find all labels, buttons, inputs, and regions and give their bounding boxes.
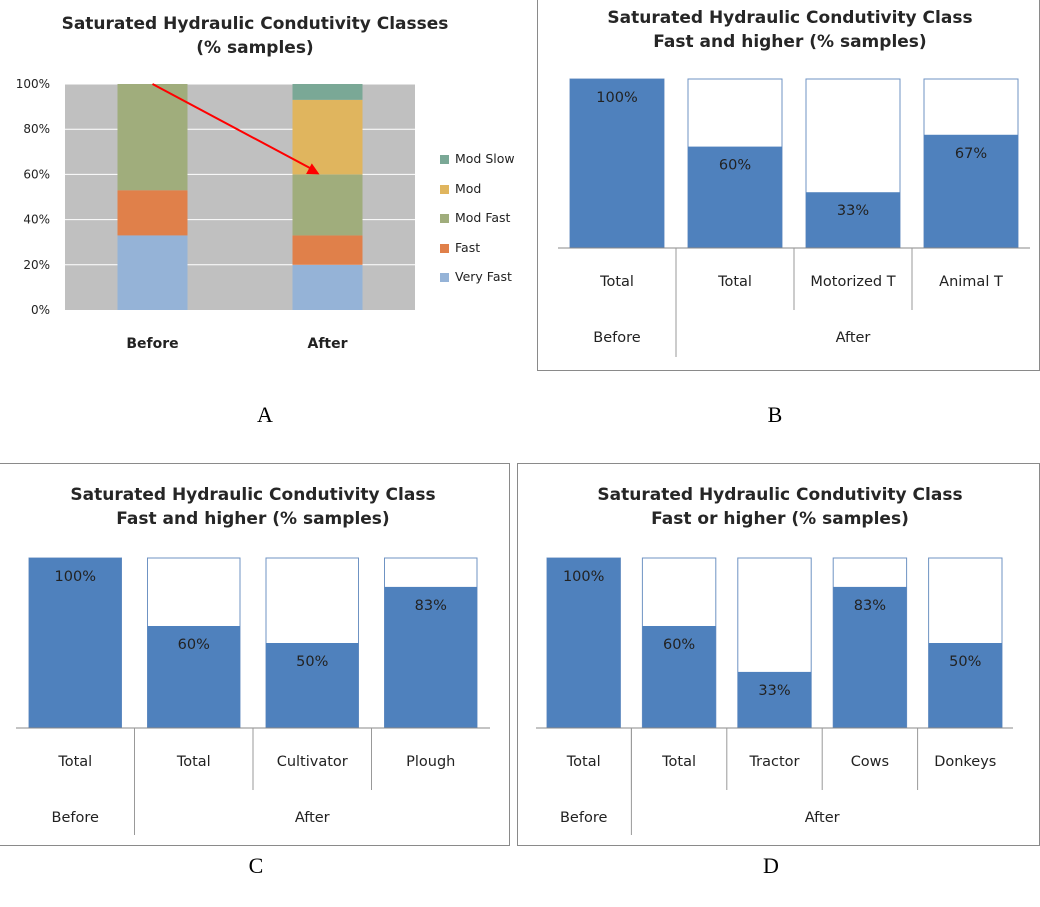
- category-label: Cultivator: [277, 754, 348, 770]
- y-tick-label: 60%: [23, 167, 50, 181]
- category-label: Motorized T: [810, 274, 895, 290]
- bar: [266, 643, 359, 728]
- legend-swatch: [440, 184, 449, 194]
- legend-label: Mod Fast: [455, 210, 511, 225]
- data-label: 67%: [955, 146, 987, 162]
- panel-a-label: A: [257, 402, 273, 427]
- bar: [570, 79, 664, 248]
- legend-swatch: [440, 214, 449, 223]
- bar: [924, 134, 1018, 248]
- group-label: After: [836, 330, 871, 346]
- data-label: 60%: [663, 637, 695, 653]
- panel-b-label: B: [767, 402, 783, 427]
- data-label: 33%: [758, 683, 790, 699]
- category-label: Plough: [406, 754, 455, 770]
- legend-item: Mod: [440, 181, 481, 196]
- group-label: After: [295, 810, 330, 826]
- bar-segment: [117, 235, 188, 310]
- bar-segment: [292, 84, 363, 100]
- y-tick-label: 0%: [31, 303, 50, 317]
- data-label: 83%: [415, 598, 447, 614]
- panel-c-title-line2: Fast and higher (% samples): [116, 509, 390, 529]
- data-label: 50%: [949, 654, 981, 670]
- x-tick-label: After: [307, 336, 347, 352]
- category-label: Donkeys: [934, 754, 996, 770]
- panel-d-title-line2: Fast or higher (% samples): [651, 509, 909, 529]
- arrow-head: [306, 163, 320, 175]
- data-label: 100%: [55, 569, 96, 585]
- data-label: 100%: [563, 569, 604, 585]
- category-label: Animal T: [939, 274, 1003, 290]
- y-tick-label: 40%: [23, 213, 50, 227]
- panel-a-title-line1: Saturated Hydraulic Condutivity Classes: [61, 14, 449, 34]
- panel-d-title-line1: Saturated Hydraulic Condutivity Class: [597, 485, 963, 505]
- bar-segment: [292, 264, 363, 310]
- panel-c-title: Saturated Hydraulic Condutivity Class Fa…: [0, 483, 506, 531]
- x-tick-label: Before: [126, 336, 178, 352]
- legend-label: Mod: [455, 180, 482, 196]
- panel-b-title-line1: Saturated Hydraulic Condutivity Class: [607, 8, 973, 28]
- category-label: Total: [57, 754, 92, 770]
- panel-b-title-line2: Fast and higher (% samples): [653, 32, 927, 52]
- group-label: Before: [593, 330, 640, 346]
- bar: [806, 192, 900, 248]
- panel-d-label: D: [763, 853, 779, 878]
- panel-d-title: Saturated Hydraulic Condutivity Class Fa…: [520, 483, 1040, 531]
- bar-segment: [292, 99, 363, 175]
- panel-a-title: Saturated Hydraulic Condutivity Classes …: [20, 12, 490, 60]
- legend-item: Mod Slow: [440, 151, 515, 166]
- data-label: 83%: [854, 598, 886, 614]
- category-label: Total: [661, 754, 696, 770]
- category-label: Total: [599, 274, 634, 290]
- legend-label: Fast: [455, 239, 481, 255]
- bar: [547, 558, 621, 728]
- y-tick-label: 20%: [23, 258, 50, 272]
- panel-c-label: C: [248, 853, 264, 878]
- data-label: 60%: [178, 637, 210, 653]
- bar: [737, 671, 812, 728]
- group-label: After: [805, 810, 840, 826]
- arrow-line: [152, 83, 313, 171]
- bar: [384, 586, 477, 728]
- panel-b-title: Saturated Hydraulic Condutivity Class Fa…: [540, 6, 1040, 54]
- y-tick-label: 100%: [16, 77, 50, 91]
- bar: [928, 643, 1002, 728]
- bar-segment: [117, 84, 188, 191]
- legend-swatch: [440, 273, 449, 282]
- bar: [688, 146, 782, 248]
- bar: [833, 586, 907, 728]
- legend-item: Very Fast: [440, 269, 512, 284]
- bar: [29, 558, 122, 728]
- data-label: 50%: [296, 654, 328, 670]
- category-label: Tractor: [748, 754, 799, 770]
- y-tick-label: 80%: [23, 122, 50, 136]
- legend-swatch: [440, 155, 449, 164]
- legend-item: Fast: [440, 240, 480, 255]
- data-label: 33%: [837, 203, 869, 219]
- panel-c-title-line1: Saturated Hydraulic Condutivity Class: [70, 485, 436, 505]
- legend-label: Mod Slow: [455, 151, 515, 166]
- bar: [642, 626, 716, 728]
- legend-label: Very Fast: [455, 269, 512, 284]
- legend-item: Mod Fast: [440, 210, 510, 225]
- category-label: Total: [717, 274, 752, 290]
- group-label: Before: [560, 810, 607, 826]
- category-label: Total: [566, 754, 601, 770]
- bar-segment: [292, 235, 363, 265]
- panel-a-title-line2: (% samples): [196, 38, 314, 58]
- category-label: Cows: [851, 754, 889, 770]
- data-label: 60%: [719, 158, 751, 174]
- bar: [147, 626, 240, 728]
- legend-swatch: [440, 243, 449, 253]
- bar-segment: [292, 174, 363, 236]
- group-label: Before: [52, 810, 99, 826]
- category-label: Total: [176, 754, 211, 770]
- panel-c-frame: [0, 463, 510, 846]
- data-label: 100%: [596, 90, 637, 106]
- bar-segment: [117, 190, 188, 236]
